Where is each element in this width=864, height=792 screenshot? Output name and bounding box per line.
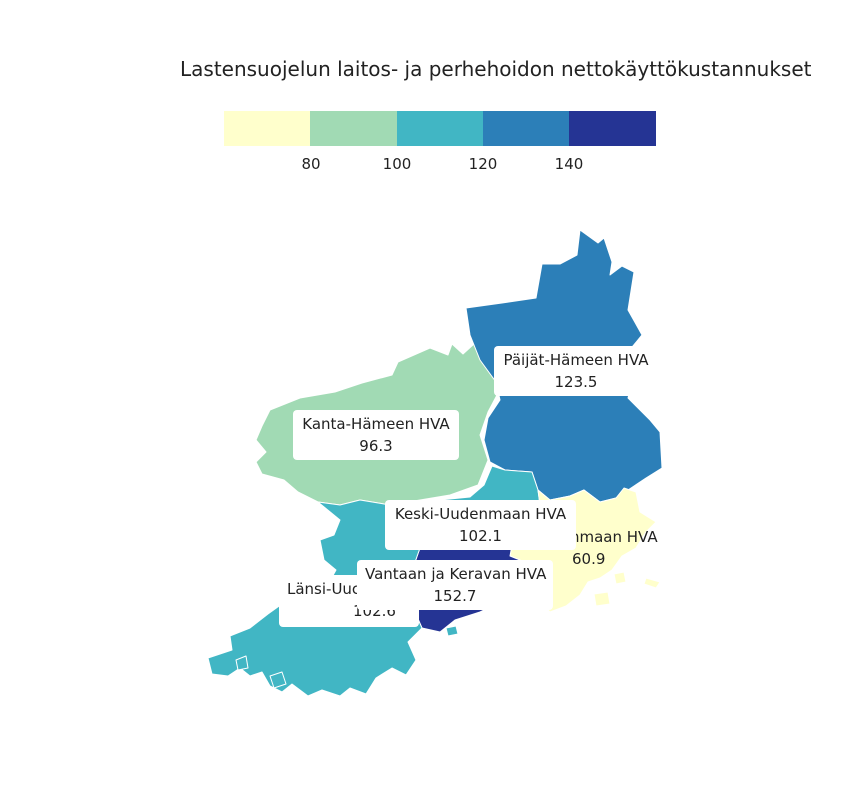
label-vantaa-kerava-value: 152.7 (433, 587, 477, 605)
label-keski-uusimaa-value: 102.1 (459, 527, 502, 545)
legend-swatch-3 (397, 111, 484, 146)
label-lansi-uusimaa-name: Länsi-Uuc (287, 580, 361, 598)
legend-swatch-2 (310, 111, 397, 146)
region-lansi-uusimaa-island-3 (445, 625, 459, 637)
region-ita-uusimaa-island-3 (593, 591, 611, 607)
label-keski-uusimaa-name: Keski-Uudenmaan HVA (394, 505, 567, 523)
region-lansi-uusimaa-island-1 (235, 655, 249, 671)
region-ita-uusimaa-island-1 (613, 571, 627, 585)
label-paijat-hame-name: Päijät-Hämeen HVA (503, 351, 649, 369)
label-ita-uusimaa-name: nmaan HVA (570, 528, 658, 546)
legend-tick-140: 140 (554, 155, 584, 173)
label-kanta-hame: Kanta-Hämeen HVA 96.3 (293, 410, 459, 460)
legend-swatch-4 (483, 111, 570, 146)
label-kanta-hame-value: 96.3 (359, 437, 393, 455)
legend-swatch-5 (569, 111, 656, 146)
region-ita-uusimaa-island-2 (643, 577, 661, 589)
label-ita-uusimaa-value: 60.9 (572, 550, 606, 568)
label-keski-uusimaa: Keski-Uudenmaan HVA 102.1 (385, 500, 576, 550)
label-ita-uusimaa: nmaan HVA 60.9 (570, 526, 670, 570)
label-paijat-hame: Päijät-Hämeen HVA 123.5 (494, 346, 658, 396)
label-paijat-hame-value: 123.5 (554, 373, 598, 391)
legend-tick-120: 120 (468, 155, 498, 173)
legend-tick-100: 100 (382, 155, 412, 173)
map-title: Lastensuojelun laitos- ja perhehoidon ne… (0, 57, 864, 83)
label-vantaa-kerava: Vantaan ja Keravan HVA 152.7 (357, 560, 553, 610)
label-kanta-hame-name: Kanta-Hämeen HVA (302, 415, 450, 433)
legend-tick-80: 80 (301, 155, 321, 173)
legend-swatch-1 (224, 111, 311, 146)
color-legend: 80 100 120 140 (0, 0, 864, 200)
map-title-text: Lastensuojelun laitos- ja perhehoidon ne… (180, 57, 812, 81)
region-lansi-uusimaa-island-2 (269, 671, 287, 689)
label-vantaa-kerava-name: Vantaan ja Keravan HVA (365, 565, 547, 583)
